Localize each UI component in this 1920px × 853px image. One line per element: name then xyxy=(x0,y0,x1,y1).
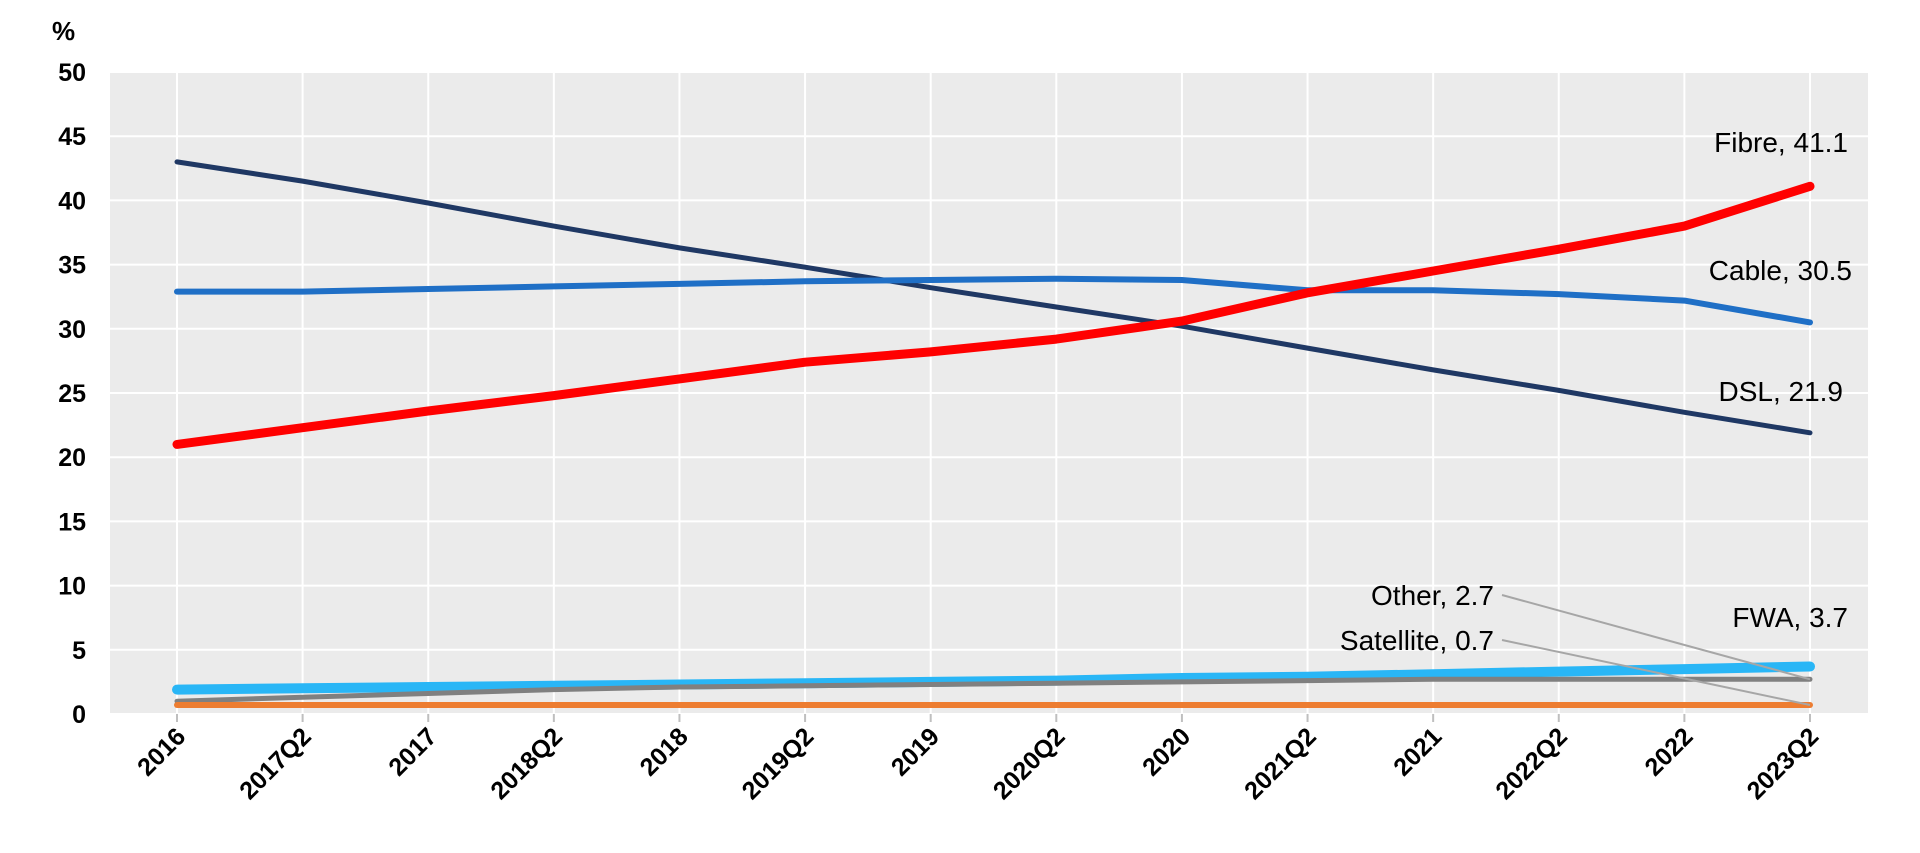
x-tick-label: 2019 xyxy=(886,722,945,781)
x-tick-label: 2019Q2 xyxy=(737,722,820,805)
x-tick-label: 2020Q2 xyxy=(988,722,1071,805)
leader-line-other xyxy=(1501,594,1811,681)
series-label-satellite: Satellite, 0.7 xyxy=(1340,625,1494,656)
series-label-dsl: DSL, 21.9 xyxy=(1718,376,1843,407)
x-tick-label: 2018 xyxy=(635,722,694,781)
x-tick-label: 2020 xyxy=(1137,722,1196,781)
x-tick-label: 2023Q2 xyxy=(1742,722,1825,805)
x-tick-label: 2021 xyxy=(1388,722,1447,781)
series-line-fwa xyxy=(172,661,1815,695)
y-tick-label: 45 xyxy=(58,123,86,151)
x-axis: 2016 2017Q2 2017 2018Q2 2018 2019Q2 2019 2020Q2… xyxy=(132,714,1824,805)
series-line-other xyxy=(174,676,1813,704)
series-labels: DSL, 21.9 Cable, 30.5 Fibre, 41.1 FWA, 3.7 O… xyxy=(1340,127,1852,656)
series-line-dsl xyxy=(174,159,1813,436)
x-tick-label: 2022 xyxy=(1639,722,1698,781)
y-tick-label: 25 xyxy=(58,380,86,408)
x-tick-label: 2021Q2 xyxy=(1239,722,1322,805)
y-tick-label: 40 xyxy=(58,187,86,215)
y-tick-label: 0 xyxy=(72,701,86,729)
x-tick-label: 2018Q2 xyxy=(485,722,568,805)
y-axis: 0 5 10 15 20 25 30 35 40 45 50 xyxy=(58,59,86,729)
x-tick-label: 2016 xyxy=(132,722,191,781)
x-tick-label: 2022Q2 xyxy=(1490,722,1573,805)
series-line-fibre xyxy=(172,181,1815,449)
series-line-cable xyxy=(174,275,1813,326)
series-label-fibre: Fibre, 41.1 xyxy=(1714,127,1848,158)
y-tick-label: 35 xyxy=(58,252,86,280)
y-axis-unit-label: % xyxy=(52,16,75,46)
y-tick-label: 15 xyxy=(58,508,86,536)
series-label-fwa: FWA, 3.7 xyxy=(1732,602,1848,633)
y-tick-label: 50 xyxy=(58,59,86,87)
series-label-cable: Cable, 30.5 xyxy=(1709,255,1852,286)
y-tick-label: 10 xyxy=(58,573,86,601)
y-tick-label: 5 xyxy=(72,637,86,665)
y-tick-label: 30 xyxy=(58,316,86,344)
series-label-other: Other, 2.7 xyxy=(1371,580,1494,611)
label-leader-lines xyxy=(1501,594,1811,706)
x-tick-label: 2017Q2 xyxy=(234,722,317,805)
leader-line-satellite xyxy=(1501,639,1811,706)
series-lines xyxy=(172,159,1815,708)
x-tick-label: 2017 xyxy=(383,722,442,781)
y-tick-label: 20 xyxy=(58,444,86,472)
